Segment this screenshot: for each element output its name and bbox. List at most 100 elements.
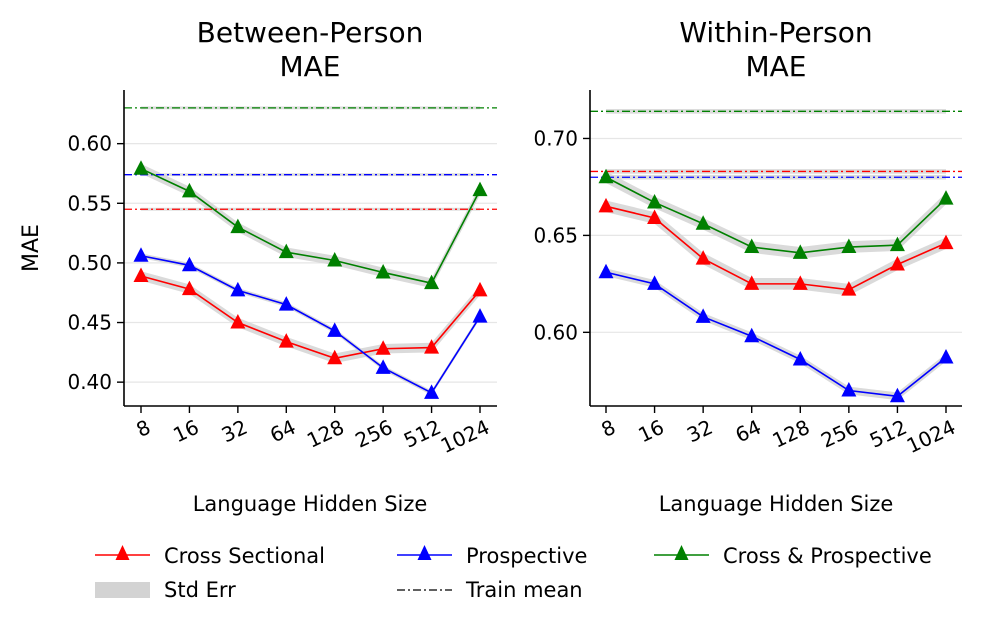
legend-label: Std Err bbox=[164, 578, 236, 602]
data-point-cross-prospective bbox=[472, 181, 488, 197]
y-tick-label: 0.60 bbox=[67, 132, 112, 156]
data-point-cross-prospective bbox=[792, 244, 808, 259]
series-line-cross-prospective bbox=[605, 176, 947, 254]
panel-between-person: Between-Person MAE 0.40 0.45 0.50 0.55 0.60 8… bbox=[19, 16, 497, 516]
data-point-cross-prospective bbox=[841, 238, 857, 254]
x-tick-label: 32 bbox=[683, 415, 716, 448]
data-point-cross-prospective bbox=[375, 263, 391, 279]
data-point-cross-prospective bbox=[695, 215, 711, 230]
data-point-cross-sectional bbox=[647, 209, 663, 224]
x-tick-label: 512 bbox=[866, 415, 911, 453]
stderr-band-prospective bbox=[141, 253, 480, 396]
x-tick-label: 256 bbox=[817, 415, 862, 453]
data-point-cross-prospective bbox=[938, 190, 954, 205]
stderr-band-cross-sectional bbox=[141, 271, 480, 364]
data-point-cross-sectional bbox=[181, 280, 197, 296]
data-point-cross-sectional bbox=[375, 340, 391, 355]
data-point-prospective bbox=[230, 281, 246, 297]
data-point-cross-prospective bbox=[647, 193, 663, 209]
y-tick-label: 0.40 bbox=[67, 370, 112, 394]
data-point-prospective bbox=[647, 275, 663, 290]
legend-label: Train mean bbox=[465, 578, 583, 602]
x-tick-label: 128 bbox=[303, 415, 348, 453]
x-tick-label: 1024 bbox=[437, 415, 493, 458]
data-point-cross-sectional bbox=[695, 250, 711, 265]
series-line-prospective bbox=[605, 271, 947, 398]
data-point-prospective bbox=[278, 296, 294, 311]
data-point-prospective bbox=[375, 359, 391, 374]
data-point-cross-prospective bbox=[327, 252, 343, 267]
series-line-prospective bbox=[140, 254, 481, 394]
data-point-cross-sectional bbox=[424, 339, 440, 354]
data-point-cross-prospective bbox=[230, 218, 246, 234]
stderr-band-prospective bbox=[606, 268, 946, 401]
data-point-cross-sectional bbox=[841, 281, 857, 296]
data-point-prospective bbox=[181, 256, 197, 272]
legend-item-std-err: Std Err bbox=[95, 578, 236, 602]
x-tick-label: 1024 bbox=[903, 415, 959, 458]
data-point-cross-prospective bbox=[889, 236, 905, 252]
data-point-cross-sectional bbox=[472, 281, 488, 297]
train-mean-band-prospective bbox=[141, 173, 480, 177]
legend-item-prospective: Prospective bbox=[397, 544, 587, 568]
train-mean-band-prospective bbox=[606, 174, 946, 180]
data-point-cross-prospective bbox=[744, 238, 760, 254]
train-mean-band-cross-sectional bbox=[141, 207, 480, 211]
x-tick-label: 512 bbox=[400, 415, 445, 453]
legend: Cross Sectional Prospective Cross & Pros… bbox=[95, 544, 932, 602]
stderr-band-cross-sectional bbox=[606, 200, 946, 296]
legend-label: Cross Sectional bbox=[164, 544, 325, 568]
y-tick-label: 0.45 bbox=[67, 311, 112, 335]
y-tick-label: 0.70 bbox=[533, 126, 578, 150]
data-point-cross-prospective bbox=[278, 243, 294, 259]
x-tick-label: 16 bbox=[169, 415, 202, 448]
panel-within-person: Within-Person MAE 0.60 0.65 0.70 8 16 32 64 128… bbox=[533, 16, 962, 516]
data-point-cross-sectional bbox=[278, 333, 294, 348]
x-axis-label: Language Hidden Size bbox=[659, 492, 894, 516]
data-point-cross-sectional bbox=[327, 349, 343, 365]
y-tick-label: 0.60 bbox=[533, 320, 578, 344]
data-point-cross-prospective bbox=[424, 274, 440, 290]
data-point-prospective bbox=[938, 349, 954, 364]
data-point-prospective bbox=[744, 327, 760, 343]
data-point-cross-sectional bbox=[133, 267, 149, 283]
data-point-prospective bbox=[472, 308, 488, 323]
stderr-band-cross-prospective bbox=[606, 171, 946, 259]
data-point-cross-sectional bbox=[889, 255, 905, 271]
data-point-prospective bbox=[695, 308, 711, 323]
train-mean-band-cross-sectional bbox=[606, 169, 946, 174]
x-tick-label: 64 bbox=[266, 415, 299, 448]
x-tick-label: 256 bbox=[352, 415, 397, 453]
series-line-cross-sectional bbox=[605, 205, 947, 291]
data-point-prospective bbox=[327, 322, 343, 337]
data-point-prospective bbox=[792, 350, 808, 366]
data-point-cross-sectional bbox=[230, 314, 246, 329]
legend-label: Cross & Prospective bbox=[723, 544, 932, 568]
data-point-prospective bbox=[841, 381, 857, 397]
data-point-cross-sectional bbox=[938, 234, 954, 250]
y-tick-label: 0.65 bbox=[533, 223, 578, 247]
data-point-cross-sectional bbox=[792, 275, 808, 290]
panel-title-line-1: Within-Person bbox=[679, 16, 872, 49]
x-tick-label: 64 bbox=[732, 415, 765, 448]
data-point-cross-prospective bbox=[598, 168, 614, 184]
x-tick-label: 128 bbox=[769, 415, 814, 453]
data-point-cross-sectional bbox=[598, 197, 614, 213]
legend-item-train-mean: Train mean bbox=[397, 578, 583, 602]
panel-title-line-2: MAE bbox=[279, 50, 340, 83]
series-line-cross-sectional bbox=[140, 275, 481, 360]
x-tick-label: 32 bbox=[218, 415, 251, 448]
data-point-cross-sectional bbox=[744, 275, 760, 290]
x-tick-label: 8 bbox=[597, 415, 619, 442]
train-mean-band-cross-prospective bbox=[141, 106, 480, 110]
legend-marker bbox=[417, 545, 432, 560]
x-tick-label: 16 bbox=[634, 415, 667, 448]
panel-title-line-2: MAE bbox=[745, 50, 806, 83]
data-point-prospective bbox=[424, 384, 440, 399]
data-point-cross-prospective bbox=[181, 182, 197, 198]
x-axis-label: Language Hidden Size bbox=[193, 492, 428, 516]
y-tick-label: 0.55 bbox=[67, 191, 112, 215]
legend-item-cross-prospective: Cross & Prospective bbox=[654, 544, 932, 568]
